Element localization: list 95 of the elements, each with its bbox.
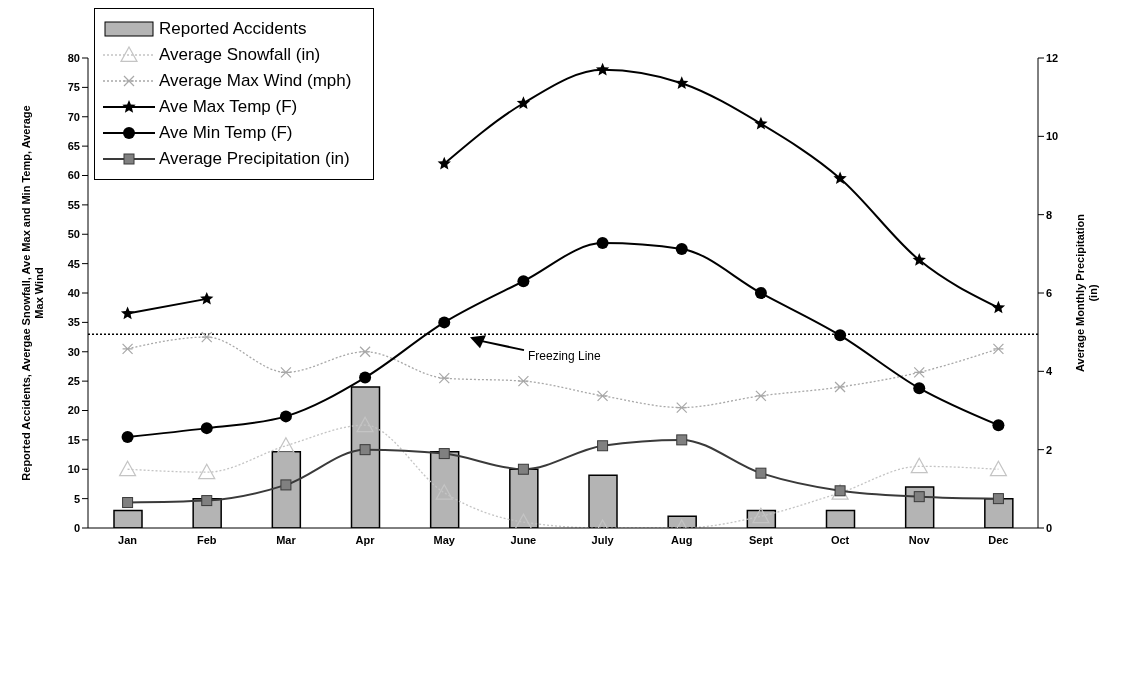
- point: [280, 366, 292, 378]
- y2-tick-label: 8: [1046, 208, 1053, 221]
- point: [121, 343, 134, 355]
- point: [280, 479, 292, 491]
- point: [992, 343, 1005, 355]
- point: [754, 116, 768, 130]
- point: [516, 96, 531, 109]
- point: [517, 375, 530, 387]
- point: [198, 463, 216, 480]
- point: [438, 316, 451, 329]
- y-tick-label: 80: [67, 51, 80, 64]
- point: [754, 287, 767, 299]
- y-tick-label: 25: [67, 375, 80, 388]
- point: [201, 331, 213, 343]
- x-tick-label: May: [433, 533, 456, 546]
- x-tick-label: Dec: [988, 533, 1009, 546]
- point: [675, 76, 689, 89]
- y-tick-label: 75: [67, 81, 80, 94]
- point: [122, 497, 134, 509]
- y2-tick-label: 12: [1046, 51, 1059, 64]
- y-tick-label: 45: [67, 257, 80, 270]
- x-tick-label: Apr: [355, 533, 376, 546]
- point: [834, 329, 847, 342]
- x-tick-label: July: [591, 533, 615, 546]
- point: [517, 275, 530, 288]
- point: [755, 467, 767, 479]
- x-tick-label: June: [510, 533, 537, 546]
- point: [118, 460, 137, 477]
- x-tick-label: Mar: [276, 533, 297, 546]
- y-tick-label: 65: [67, 140, 80, 153]
- point: [834, 381, 846, 393]
- point: [676, 401, 688, 414]
- point: [359, 346, 371, 358]
- x-tick-label: Feb: [196, 533, 217, 546]
- point: [277, 437, 295, 453]
- y2-tick-label: 4: [1046, 365, 1053, 378]
- x-tick-label: Nov: [908, 533, 931, 546]
- point: [913, 382, 926, 395]
- legend-label: Ave Max Temp (F): [159, 97, 298, 117]
- y-tick-label: 15: [67, 433, 80, 446]
- legend-label: Average Max Wind (mph): [159, 71, 352, 91]
- point: [437, 156, 451, 170]
- point: [517, 463, 529, 475]
- point: [438, 372, 450, 384]
- point: [200, 422, 213, 435]
- y-tick-label: 10: [67, 463, 80, 476]
- y-tick-label: 40: [67, 286, 80, 299]
- y-tick-label: 70: [67, 110, 80, 123]
- point: [755, 390, 767, 402]
- x-tick-label: Aug: [671, 533, 693, 546]
- y-tick-label: 50: [67, 228, 80, 241]
- y-tick-label: 5: [73, 492, 80, 505]
- y-tick-label: 60: [67, 169, 80, 182]
- point: [989, 460, 1008, 477]
- point: [913, 491, 925, 503]
- x-tick-label: Jan: [118, 533, 138, 546]
- y-axis-title: Reported Accidents, Avergae Snowfall, Ave Max and Min Temp, Average Max Wind: [20, 105, 45, 481]
- point: [201, 495, 213, 507]
- point: [992, 493, 1004, 505]
- point: [359, 371, 372, 384]
- y2-tick-label: 0: [1046, 521, 1053, 534]
- point: [833, 171, 847, 185]
- point: [992, 419, 1005, 432]
- y2-tick-label: 10: [1046, 130, 1059, 143]
- point: [991, 300, 1006, 314]
- point: [121, 430, 134, 443]
- legend-label: Average Snowfall (in): [159, 45, 321, 65]
- y-tick-label: 20: [67, 404, 80, 417]
- point: [359, 444, 371, 456]
- point: [596, 237, 609, 250]
- legend-label: Average Precipitation (in): [159, 149, 350, 169]
- y-tick-label: 35: [67, 316, 80, 329]
- point: [120, 306, 135, 320]
- ref-line-label: Freezing Line: [528, 349, 602, 364]
- y2-axis-title: Average Monthly Precipitation (in): [1074, 213, 1099, 372]
- y-tick-label: 0: [73, 521, 80, 534]
- x-tick-label: Sept: [748, 533, 774, 546]
- point: [910, 457, 928, 474]
- legend-label: Ave Min Temp (F): [159, 123, 293, 143]
- point: [912, 253, 926, 266]
- point: [596, 390, 609, 402]
- y-tick-label: 30: [67, 345, 80, 358]
- y2-tick-label: 6: [1046, 286, 1053, 299]
- x-tick-label: Oct: [830, 533, 850, 546]
- point: [597, 440, 609, 452]
- point: [676, 434, 688, 446]
- point: [913, 366, 925, 378]
- point: [279, 410, 292, 423]
- point: [675, 242, 688, 255]
- point: [438, 448, 450, 460]
- legend-label: Reported Accidents: [159, 19, 307, 39]
- point: [595, 62, 610, 76]
- y2-tick-label: 2: [1046, 443, 1053, 456]
- y-tick-label: 55: [67, 198, 80, 211]
- point: [200, 291, 214, 305]
